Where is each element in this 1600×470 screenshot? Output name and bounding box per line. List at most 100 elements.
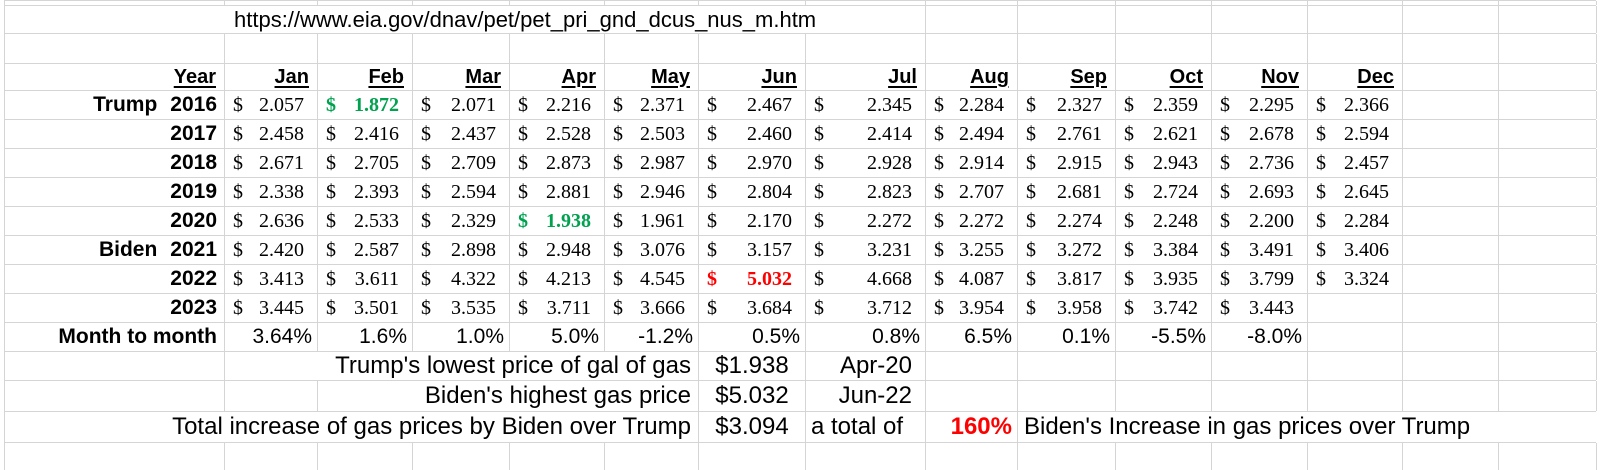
price-cell[interactable]: $2.200	[1212, 207, 1308, 235]
price-cell[interactable]: $1.872	[318, 91, 413, 119]
empty-cell[interactable]	[605, 443, 699, 470]
row-label[interactable]: 2018	[5, 149, 225, 177]
price-cell[interactable]: $2.707	[926, 178, 1018, 206]
price-cell[interactable]: $3.443	[1212, 294, 1308, 322]
price-cell[interactable]: $2.594	[413, 178, 510, 206]
price-cell[interactable]: $2.528	[510, 120, 605, 148]
empty-cell[interactable]	[1212, 1, 1308, 5]
price-cell[interactable]: $3.712	[806, 294, 926, 322]
price-cell[interactable]: $3.076	[605, 236, 699, 264]
price-cell[interactable]: $5.032	[699, 265, 806, 293]
empty-cell[interactable]	[413, 1, 510, 5]
empty-cell[interactable]	[1403, 323, 1499, 351]
price-cell[interactable]: $2.693	[1212, 178, 1308, 206]
price-cell[interactable]: $3.666	[605, 294, 699, 322]
empty-cell[interactable]	[1308, 34, 1403, 63]
month-header-jan[interactable]: Jan	[225, 64, 318, 90]
price-cell[interactable]: $4.668	[806, 265, 926, 293]
row-label[interactable]: 2023	[5, 294, 225, 322]
empty-cell[interactable]	[1212, 443, 1308, 470]
price-cell[interactable]: $2.804	[699, 178, 806, 206]
empty-cell[interactable]	[5, 352, 225, 380]
empty-cell[interactable]	[1308, 443, 1403, 470]
price-cell[interactable]: $2.914	[926, 149, 1018, 177]
empty-cell[interactable]	[806, 443, 926, 470]
empty-cell[interactable]	[1403, 6, 1499, 33]
pct-cell[interactable]: 6.5%	[926, 323, 1018, 351]
empty-cell[interactable]	[1018, 6, 1116, 33]
price-cell[interactable]: $2.645	[1308, 178, 1403, 206]
price-cell[interactable]: $2.272	[926, 207, 1018, 235]
price-cell[interactable]: $3.255	[926, 236, 1018, 264]
empty-cell[interactable]	[1116, 443, 1212, 470]
price-cell[interactable]: $2.873	[510, 149, 605, 177]
month-header-jun[interactable]: Jun	[699, 64, 806, 90]
price-cell[interactable]: $2.458	[225, 120, 318, 148]
price-cell[interactable]: $2.338	[225, 178, 318, 206]
empty-cell[interactable]	[1403, 443, 1499, 470]
empty-cell[interactable]	[699, 34, 806, 63]
price-cell[interactable]: $2.823	[806, 178, 926, 206]
pct-cell[interactable]: 5.0%	[510, 323, 605, 351]
price-cell[interactable]: $2.071	[413, 91, 510, 119]
price-cell[interactable]: $2.420	[225, 236, 318, 264]
empty-cell[interactable]	[1116, 1, 1212, 5]
month-header-oct[interactable]: Oct	[1116, 64, 1212, 90]
total-increase-label[interactable]: Total increase of gas prices by Biden ov…	[5, 412, 699, 442]
pct-cell[interactable]: 0.5%	[699, 323, 806, 351]
empty-cell[interactable]	[1403, 34, 1499, 63]
biden-highest-value[interactable]: $5.032	[699, 381, 806, 411]
empty-cell[interactable]	[1308, 6, 1403, 33]
empty-cell[interactable]	[225, 34, 318, 63]
empty-cell[interactable]	[1308, 1, 1403, 5]
price-cell[interactable]: $2.393	[318, 178, 413, 206]
pct-cell[interactable]: 1.0%	[413, 323, 510, 351]
price-cell[interactable]: $3.711	[510, 294, 605, 322]
empty-cell[interactable]	[926, 381, 1018, 411]
month-header-may[interactable]: May	[605, 64, 699, 90]
price-cell[interactable]: $4.087	[926, 265, 1018, 293]
empty-cell[interactable]	[1116, 381, 1212, 411]
price-cell[interactable]: $1.961	[605, 207, 699, 235]
price-cell[interactable]: $3.272	[1018, 236, 1116, 264]
price-cell[interactable]: $1.938	[510, 207, 605, 235]
empty-cell[interactable]	[1212, 6, 1308, 33]
month-header-jul[interactable]: Jul	[806, 64, 926, 90]
price-cell[interactable]	[1308, 294, 1403, 322]
pct-cell[interactable]: -8.0%	[1212, 323, 1308, 351]
price-cell[interactable]: $2.946	[605, 178, 699, 206]
empty-cell[interactable]	[1499, 352, 1597, 380]
empty-cell[interactable]	[510, 443, 605, 470]
empty-cell[interactable]	[1116, 6, 1212, 33]
row-label[interactable]: 2019	[5, 178, 225, 206]
empty-cell[interactable]	[225, 1, 318, 5]
price-cell[interactable]: $2.327	[1018, 91, 1116, 119]
empty-cell[interactable]	[318, 34, 413, 63]
empty-cell[interactable]	[1403, 64, 1499, 90]
trump-lowest-label[interactable]: Trump's lowest price of gal of gas	[225, 352, 699, 380]
price-cell[interactable]: $4.322	[413, 265, 510, 293]
price-cell[interactable]: $2.970	[699, 149, 806, 177]
empty-cell[interactable]	[1499, 236, 1597, 264]
price-cell[interactable]: $3.535	[413, 294, 510, 322]
price-cell[interactable]: $2.915	[1018, 149, 1116, 177]
total-increase-tail-text[interactable]: Biden's Increase in gas prices over Trum…	[1024, 413, 1471, 440]
empty-cell[interactable]	[5, 1, 225, 5]
price-cell[interactable]: $2.457	[1308, 149, 1403, 177]
row-label[interactable]: Trump 2016	[5, 91, 225, 119]
source-url[interactable]: https://www.eia.gov/dnav/pet/pet_pri_gnd…	[225, 6, 926, 33]
empty-cell[interactable]	[699, 443, 806, 470]
empty-cell[interactable]	[1308, 381, 1403, 411]
empty-cell[interactable]	[1116, 352, 1212, 380]
price-cell[interactable]: $2.216	[510, 91, 605, 119]
pct-cell[interactable]	[1308, 323, 1403, 351]
price-cell[interactable]: $2.587	[318, 236, 413, 264]
price-cell[interactable]: $2.709	[413, 149, 510, 177]
price-cell[interactable]: $2.248	[1116, 207, 1212, 235]
month-header-feb[interactable]: Feb	[318, 64, 413, 90]
empty-cell[interactable]	[926, 352, 1018, 380]
empty-cell[interactable]	[1403, 207, 1499, 235]
empty-cell[interactable]	[5, 443, 225, 470]
empty-cell[interactable]	[1499, 34, 1597, 63]
price-cell[interactable]: $2.284	[1308, 207, 1403, 235]
